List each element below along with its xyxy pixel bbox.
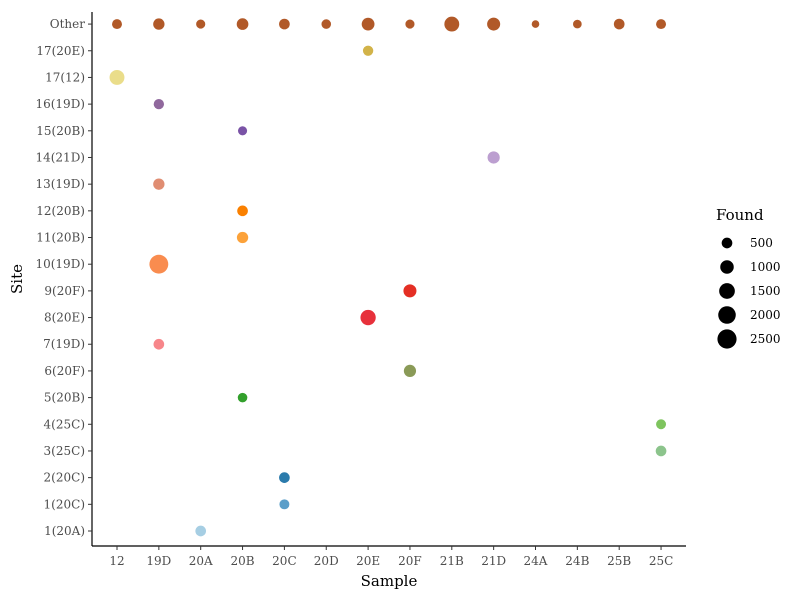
y-tick-label: 14(21D) bbox=[35, 150, 85, 164]
y-tick-label: 6(20F) bbox=[44, 364, 85, 378]
data-point bbox=[112, 19, 122, 30]
legend-size-key bbox=[719, 283, 735, 299]
x-tick-label: 21B bbox=[440, 554, 464, 568]
data-point bbox=[656, 419, 667, 430]
x-tick-label: 20F bbox=[398, 554, 422, 568]
data-point bbox=[149, 254, 169, 274]
x-tick-label: 20C bbox=[272, 554, 296, 568]
y-tick-label: 12(20B) bbox=[36, 204, 85, 218]
data-point bbox=[109, 70, 125, 85]
x-tick-label: 20E bbox=[356, 554, 380, 568]
data-point bbox=[153, 18, 165, 30]
data-point bbox=[279, 499, 290, 510]
data-point bbox=[196, 19, 206, 29]
legend-size-key bbox=[718, 306, 736, 324]
size-legend: Found 500 1000 1500 2000 2500 bbox=[716, 206, 781, 349]
y-tick-label: 2(20C) bbox=[44, 471, 85, 485]
y-tick-label: 1(20C) bbox=[44, 497, 85, 511]
x-tick-label: 19D bbox=[146, 554, 171, 568]
data-point bbox=[237, 126, 248, 136]
data-point bbox=[655, 445, 667, 457]
y-tick-label: 17(12) bbox=[45, 70, 85, 84]
data-point bbox=[403, 284, 417, 298]
data-point bbox=[487, 17, 501, 31]
legend-size-label: 2500 bbox=[750, 332, 781, 346]
x-tick-label: 25C bbox=[649, 554, 673, 568]
data-point bbox=[153, 338, 165, 350]
x-tick-label: 21D bbox=[481, 554, 506, 568]
legend-size-key bbox=[717, 329, 737, 349]
y-tick-label: 16(19D) bbox=[35, 97, 85, 111]
x-tick-label: 20D bbox=[314, 554, 339, 568]
y-tick-label: 15(20B) bbox=[36, 124, 85, 138]
legend-size-label: 500 bbox=[750, 236, 773, 250]
data-point bbox=[321, 19, 332, 29]
axes bbox=[91, 12, 686, 547]
data-point bbox=[531, 20, 540, 28]
y-tick-label: 10(19D) bbox=[35, 257, 85, 271]
data-point bbox=[237, 392, 248, 403]
data-point bbox=[279, 472, 290, 483]
y-tick-label: 8(20E) bbox=[44, 311, 85, 325]
data-point bbox=[279, 18, 290, 30]
x-axis-title: Sample bbox=[361, 572, 418, 590]
data-point bbox=[195, 525, 207, 537]
y-tick-label: 17(20E) bbox=[36, 44, 85, 58]
x-tick-label: 12 bbox=[109, 554, 124, 568]
legend-title: Found bbox=[716, 206, 764, 224]
x-axis-ticks: 12 19D 20A 20B 20C 20D 20E 20F 21B 21D 24A 24B 25B 25… bbox=[109, 546, 673, 568]
data-point bbox=[236, 18, 249, 30]
data-points bbox=[109, 16, 667, 537]
data-point bbox=[573, 19, 582, 29]
x-tick-label: 20B bbox=[231, 554, 255, 568]
y-axis-ticks: 1(20A) 1(20C) 2(20C) 3(25C) 4(25C) 5(20B) 6(20… bbox=[35, 17, 92, 538]
data-point bbox=[361, 17, 375, 31]
data-point bbox=[487, 151, 500, 164]
x-tick-label: 20A bbox=[189, 554, 213, 568]
y-tick-label: 1(20A) bbox=[44, 524, 85, 538]
y-tick-label: 5(20B) bbox=[44, 391, 85, 405]
y-tick-label: 9(20F) bbox=[44, 284, 85, 298]
y-tick-label: 13(19D) bbox=[35, 177, 85, 191]
data-point bbox=[444, 16, 460, 32]
data-point bbox=[360, 309, 376, 326]
data-point bbox=[153, 178, 165, 190]
y-tick-label: Other bbox=[50, 17, 85, 31]
data-point bbox=[656, 19, 667, 30]
data-point bbox=[153, 98, 165, 110]
legend-size-label: 2000 bbox=[750, 308, 781, 322]
x-tick-label: 24B bbox=[565, 554, 589, 568]
data-point bbox=[362, 45, 374, 56]
data-point bbox=[613, 18, 625, 30]
x-tick-label: 25B bbox=[607, 554, 631, 568]
data-point bbox=[236, 231, 249, 244]
y-axis-title: Site bbox=[8, 264, 26, 294]
y-tick-label: 11(20B) bbox=[36, 231, 85, 245]
y-tick-label: 7(19D) bbox=[43, 337, 85, 351]
legend-size-key bbox=[721, 237, 733, 249]
y-tick-label: 4(25C) bbox=[44, 417, 85, 431]
data-point bbox=[403, 364, 417, 378]
y-tick-label: 3(25C) bbox=[44, 444, 85, 458]
x-tick-label: 24A bbox=[524, 554, 548, 568]
data-point bbox=[237, 205, 248, 217]
data-point bbox=[405, 19, 415, 29]
legend-size-label: 1000 bbox=[750, 260, 781, 274]
legend-size-key bbox=[720, 260, 734, 274]
legend-size-label: 1500 bbox=[750, 284, 781, 298]
